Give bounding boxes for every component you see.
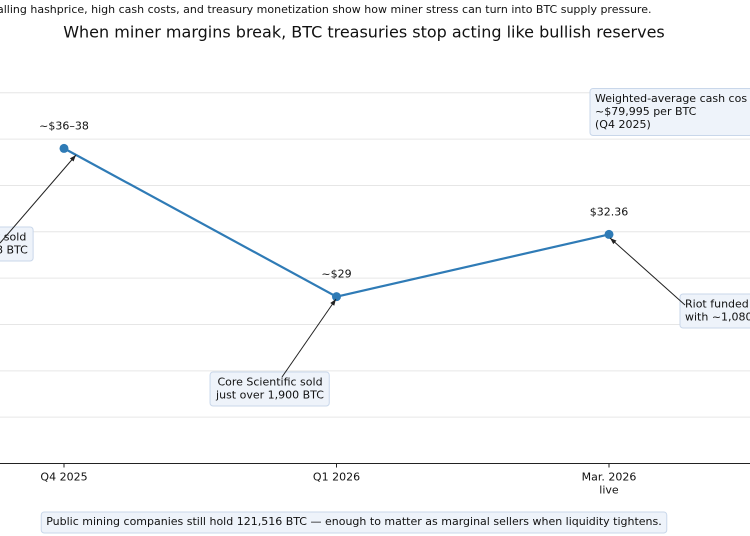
- data-point: [332, 292, 341, 302]
- footer-text: Public mining companies still hold 121,5…: [46, 515, 662, 528]
- annotation-arrow: [281, 298, 337, 378]
- annotation-text: Riot funded: [685, 298, 749, 311]
- arrow-head: [610, 238, 617, 245]
- chart-title: When miner margins break, BTC treasuries…: [63, 23, 665, 42]
- annotation-box: [589, 88, 750, 136]
- annotation-text: t sold: [0, 231, 26, 244]
- x-tick-label: Mar. 2026: [582, 471, 637, 484]
- value-label: ~$36–38: [39, 119, 89, 132]
- x-tick-label: Q4 2025: [40, 471, 87, 484]
- annotation-text: Core Scientific sold: [217, 376, 322, 389]
- annotation-arrow: [0, 154, 77, 244]
- annotation-box: [0, 226, 34, 262]
- x-tick-label: live: [599, 484, 619, 497]
- data-point: [59, 143, 69, 153]
- arrow-head: [330, 299, 336, 306]
- annotation-box: [209, 371, 330, 407]
- annotation-text: just over 1,900 BTC: [215, 389, 324, 402]
- value-label: ~$29: [321, 268, 351, 281]
- annotation-text: with ~1,080: [685, 311, 750, 324]
- annotation-text: (Q4 2025): [595, 118, 651, 131]
- annotation-text: 8 BTC: [0, 244, 28, 257]
- value-label: $32.36: [590, 205, 629, 218]
- chart-subtitle: alling hashprice, high cash costs, and t…: [0, 3, 651, 16]
- annotation: t sold8 BTC: [0, 154, 77, 262]
- arrow-head: [69, 155, 76, 162]
- annotation-box: [679, 293, 750, 329]
- footer-box: [40, 511, 668, 534]
- annotation: Weighted-average cash cos~$79,995 per BT…: [589, 88, 750, 136]
- annotation-arrow: [609, 237, 686, 306]
- data-point: [604, 229, 614, 239]
- annotation-text: ~$79,995 per BTC: [595, 105, 697, 118]
- annotation-text: Weighted-average cash cos: [595, 92, 747, 105]
- x-tick-label: Q1 2026: [313, 471, 360, 484]
